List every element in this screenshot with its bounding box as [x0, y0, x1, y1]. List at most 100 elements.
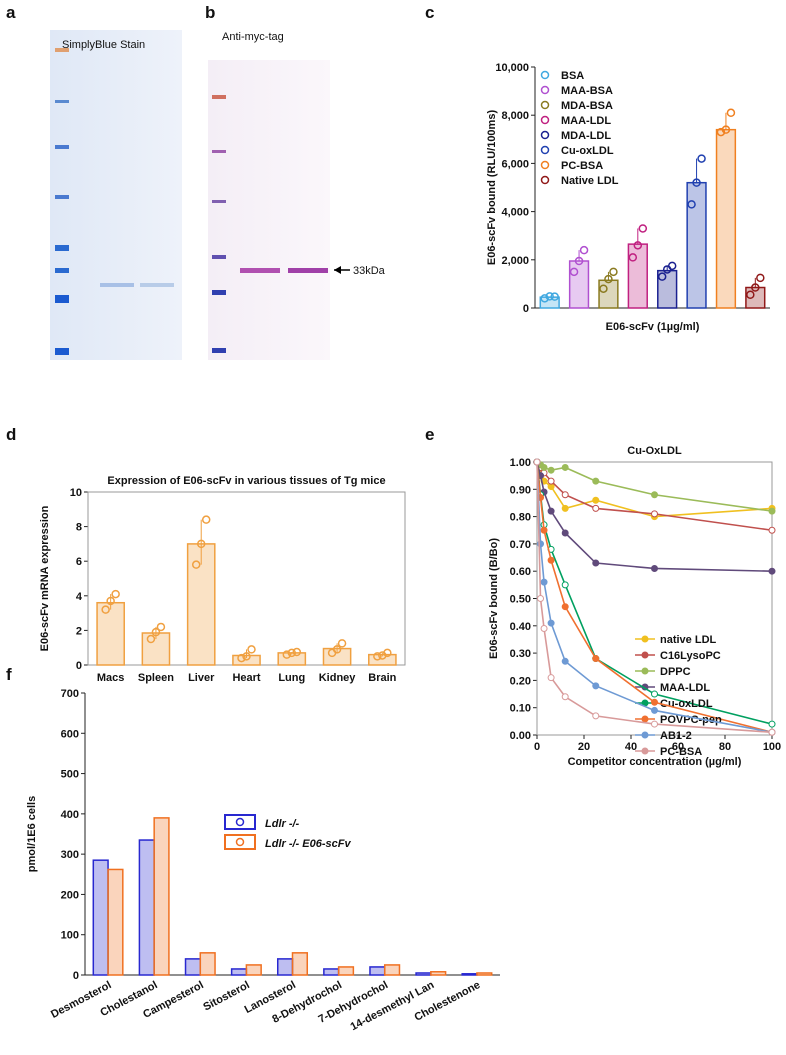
ladder-band	[55, 295, 69, 303]
data-point	[599, 284, 608, 293]
panel-label: d	[6, 425, 16, 444]
gel-background	[50, 30, 182, 360]
bar	[107, 868, 124, 976]
x-tick-label: Lung	[278, 672, 305, 684]
data-point	[638, 224, 648, 233]
data-point	[373, 652, 382, 661]
data-point	[651, 690, 658, 698]
data-point	[592, 496, 600, 504]
legend-label: Cu-oxLDL	[561, 145, 614, 157]
legend-marker	[641, 635, 649, 643]
y-tick-label: 0.90	[510, 484, 531, 496]
data-point	[201, 515, 211, 524]
ladder-band	[55, 195, 69, 199]
data-point	[716, 127, 726, 137]
legend-marker	[540, 70, 550, 80]
data-point	[751, 283, 760, 292]
data-point	[561, 529, 569, 537]
data-point	[533, 458, 541, 466]
data-point	[151, 627, 161, 637]
chart-title: Cu-OxLDL	[627, 445, 682, 457]
x-tick-label: 80	[719, 741, 731, 753]
bar	[96, 601, 125, 666]
gel-band	[140, 283, 174, 287]
bar	[138, 839, 155, 976]
legend-label: Ldlr -/- E06-scFv	[265, 838, 351, 850]
legend-marker	[540, 160, 550, 170]
y-tick-label: 8,000	[501, 110, 529, 122]
data-point	[756, 273, 765, 283]
legend-label: AB1-2	[660, 730, 692, 742]
legend-label: Ldlr -/-	[265, 818, 300, 830]
data-point	[561, 504, 569, 512]
y-axis-label: pmol/1E6 cells	[26, 796, 38, 872]
data-point	[657, 272, 667, 281]
x-tick-label: 60	[672, 741, 684, 753]
data-point	[697, 154, 706, 163]
ladder-band	[55, 145, 69, 149]
data-point	[547, 619, 555, 627]
gel-background	[208, 60, 330, 360]
bar	[291, 952, 309, 976]
bar	[184, 958, 202, 976]
legend-label: PC-BSA	[561, 160, 603, 172]
chart-title: Expression of E06-scFv in various tissue…	[107, 475, 385, 487]
legend-label: DPPC	[660, 666, 691, 678]
data-point	[537, 595, 545, 602]
data-point	[604, 274, 613, 284]
gel-band	[100, 283, 134, 287]
legend-marker	[641, 747, 649, 755]
data-point	[768, 526, 776, 534]
y-tick-label: 6,000	[501, 158, 529, 170]
data-point	[628, 253, 638, 262]
y-tick-label: 8	[76, 522, 82, 534]
legend-label: POVPC-pep	[660, 714, 722, 726]
series-line	[536, 461, 773, 734]
ladder-band	[55, 100, 69, 103]
data-point	[768, 567, 776, 575]
y-tick-label: 700	[61, 688, 79, 700]
data-point	[337, 639, 347, 648]
x-tick-label: Spleen	[138, 672, 174, 684]
data-point	[332, 645, 342, 654]
y-tick-label: 2,000	[501, 255, 529, 267]
data-point	[540, 578, 548, 586]
data-point	[768, 507, 776, 515]
legend-label: Native LDL	[561, 175, 619, 187]
data-point	[101, 605, 110, 614]
bar	[276, 958, 294, 976]
y-tick-label: 0	[523, 303, 529, 315]
y-tick-label: 0.70	[510, 539, 531, 551]
bar	[430, 971, 447, 976]
gel-band	[288, 268, 328, 273]
data-point	[540, 294, 549, 303]
data-point	[540, 625, 548, 633]
bar	[230, 968, 248, 976]
bar	[476, 972, 493, 976]
series-line	[536, 461, 773, 512]
y-tick-label: 10,000	[495, 62, 529, 74]
legend-marker	[235, 817, 245, 827]
y-tick-label: 6	[76, 556, 82, 568]
x-tick-label: Heart	[232, 672, 260, 684]
legend-label: BSA	[561, 70, 584, 82]
y-tick-label: 0	[76, 660, 82, 672]
y-tick-label: 0.00	[510, 730, 531, 742]
data-point	[651, 698, 658, 706]
legend-marker	[540, 145, 550, 155]
y-tick-label: 0.60	[510, 566, 531, 578]
bar	[92, 859, 109, 976]
y-tick-label: 1.00	[510, 457, 531, 469]
data-point	[592, 712, 600, 720]
ladder-band	[212, 290, 226, 295]
y-tick-label: 0.10	[510, 703, 531, 715]
bar	[337, 966, 355, 976]
bar	[598, 279, 619, 309]
gel-band	[240, 268, 280, 273]
y-tick-label: 10	[70, 487, 82, 499]
y-tick-label: 0	[73, 970, 79, 982]
legend-marker	[540, 85, 550, 95]
y-tick-label: 100	[61, 930, 79, 942]
bar	[539, 296, 560, 309]
bar	[657, 269, 678, 309]
